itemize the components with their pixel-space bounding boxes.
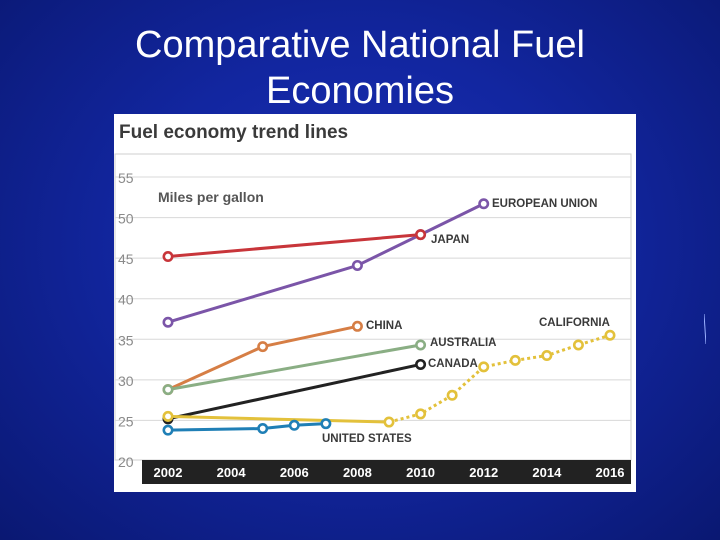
data-point-california bbox=[509, 354, 521, 366]
series-line-united-states bbox=[167, 422, 326, 432]
series-label-california: CALIFORNIA bbox=[539, 317, 610, 329]
x-tick-label: 2004 bbox=[217, 465, 247, 480]
data-point-united-states bbox=[257, 423, 269, 435]
y-axis-label: Miles per gallon bbox=[158, 189, 264, 205]
data-point-california bbox=[541, 350, 553, 362]
series-label-european-union: EUROPEAN UNION bbox=[492, 198, 597, 210]
y-tick-label: 40 bbox=[118, 292, 134, 308]
data-point-australia bbox=[415, 339, 427, 351]
x-tick-label: 2012 bbox=[469, 465, 498, 480]
data-point-united-states bbox=[288, 419, 300, 431]
x-tick-label: 2010 bbox=[406, 465, 435, 480]
y-tick-label: 35 bbox=[118, 332, 134, 348]
y-tick-label: 30 bbox=[118, 373, 134, 389]
data-point-canada bbox=[415, 358, 427, 370]
y-tick-label: 45 bbox=[118, 251, 134, 267]
data-point-california bbox=[446, 389, 458, 401]
data-point-united-states bbox=[162, 424, 174, 436]
x-tick-label: 2006 bbox=[280, 465, 309, 480]
data-point-california bbox=[478, 361, 490, 373]
data-point-united-states bbox=[320, 418, 332, 430]
data-point-california bbox=[572, 339, 584, 351]
data-point-european-union bbox=[478, 198, 490, 210]
chart-panel: Fuel economy trend lines 20 25 30 35 40 45 50 55… bbox=[114, 114, 636, 492]
series-label-australia: AUSTRALIA bbox=[430, 337, 496, 349]
series-line-california bbox=[167, 414, 390, 424]
y-tick-label: 50 bbox=[118, 211, 134, 227]
y-tick-label: 25 bbox=[118, 413, 134, 429]
series-label-united-states: UNITED STATES bbox=[322, 433, 412, 445]
series-label-china: CHINA bbox=[366, 320, 402, 332]
data-point-european-union bbox=[162, 316, 174, 328]
data-point-japan bbox=[415, 229, 427, 241]
data-point-california bbox=[604, 329, 616, 341]
series-line-canada bbox=[167, 362, 421, 421]
series-label-japan: JAPAN bbox=[431, 234, 469, 246]
series-line-california-projected bbox=[388, 333, 611, 424]
series-line-european-union bbox=[167, 202, 485, 324]
x-tick-label: 2002 bbox=[154, 465, 183, 480]
series-line-japan bbox=[167, 233, 421, 259]
data-point-california bbox=[415, 408, 427, 420]
data-point-california bbox=[162, 410, 174, 422]
x-axis-band bbox=[142, 460, 631, 484]
slide-title-line-1: Comparative National Fuel bbox=[135, 24, 585, 66]
data-point-australia bbox=[162, 384, 174, 396]
series-line-australia bbox=[167, 343, 421, 392]
data-point-california bbox=[383, 416, 395, 428]
y-tick-label: 55 bbox=[118, 170, 134, 186]
data-point-european-union bbox=[351, 259, 363, 271]
slide-title: Comparative National Fuel Economies bbox=[0, 22, 720, 114]
decorative-line bbox=[704, 314, 706, 344]
data-point-china bbox=[257, 341, 269, 353]
y-tick-label: 20 bbox=[118, 454, 134, 470]
series-label-canada: CANADA bbox=[428, 358, 478, 370]
data-point-china bbox=[351, 320, 363, 332]
chart-title: Fuel economy trend lines bbox=[119, 122, 348, 143]
x-tick-label: 2016 bbox=[596, 465, 625, 480]
data-point-japan bbox=[162, 251, 174, 263]
slide-title-line-2: Economies bbox=[266, 70, 454, 112]
x-tick-label: 2008 bbox=[343, 465, 372, 480]
fuel-economy-chart: Fuel economy trend lines 20 25 30 35 40 45 50 55… bbox=[114, 122, 632, 484]
x-tick-label: 2014 bbox=[532, 465, 562, 480]
